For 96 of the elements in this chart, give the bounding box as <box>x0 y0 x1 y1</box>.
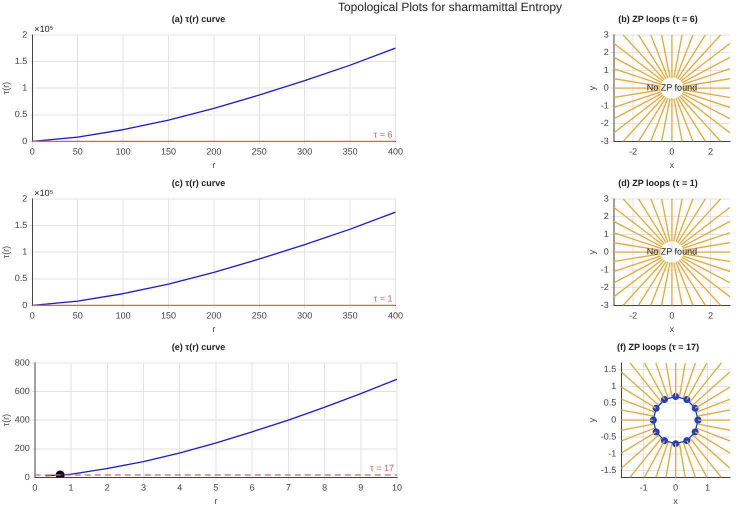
x-axis-title: r <box>214 496 218 506</box>
text: Topological Plots for sharmamittal Entropy <box>336 0 564 14</box>
y-tick-label: -1.5 <box>600 465 616 476</box>
x-tick-label: 9 <box>358 482 364 492</box>
chart-title: (d) ZP loops (τ = 1) <box>618 178 698 188</box>
x-tick-label: 0 <box>669 310 674 320</box>
y-tick-label: 1 <box>604 64 609 75</box>
y-tick-label: 1 <box>22 82 28 93</box>
y-axis-title: y <box>586 249 597 254</box>
y-axis-title: τ(r) <box>0 82 11 94</box>
chart-title: (c) τ(r) curve <box>172 178 226 188</box>
y-axis-title: y <box>586 85 597 90</box>
y-tick-label: 0 <box>22 136 28 146</box>
x-tick-label: 150 <box>160 146 176 156</box>
chart-title: (e) τ(r) curve <box>172 342 226 352</box>
y-tick-label: 0.5 <box>14 109 28 120</box>
x-axis-title: x <box>673 496 678 506</box>
y-tick-label: 2 <box>22 193 28 204</box>
y-tick-label: 1 <box>22 246 28 257</box>
y-tick-label: 1.5 <box>14 56 28 66</box>
x-tick-label: 350 <box>342 310 358 320</box>
annotation: τ = 1 <box>374 293 392 304</box>
y-tick-label: 0 <box>611 414 616 425</box>
x-tick-label: 50 <box>72 146 83 156</box>
chart-title: (a) τ(r) curve <box>172 14 226 24</box>
y-tick-label: 0.5 <box>14 273 28 284</box>
x-tick-label: 0 <box>32 482 38 492</box>
y-tick-label: 200 <box>14 443 30 454</box>
y-tick-label: 400 <box>14 414 30 425</box>
y-tick-label: -0.5 <box>600 431 616 442</box>
y-tick-label: -3 <box>600 300 609 310</box>
x-axis-title: x <box>670 160 675 170</box>
x-tick-label: 100 <box>116 310 131 320</box>
y-tick-label: 1.5 <box>604 364 616 374</box>
x-tick-label: 250 <box>252 310 267 320</box>
x-tick-label: 7 <box>286 482 291 492</box>
y-tick-label: 800 <box>14 357 30 368</box>
x-tick-label: 4 <box>177 482 182 492</box>
y-tick-label: 600 <box>14 386 30 396</box>
y-tick-label: -1 <box>600 100 609 110</box>
x-tick-label: 1 <box>68 482 74 492</box>
x-tick-label: 250 <box>252 146 267 156</box>
text: ×10⁵ <box>34 24 54 34</box>
x-tick-label: 2 <box>708 146 714 156</box>
x-tick-label: -2 <box>629 310 638 320</box>
y-tick-label: 0.5 <box>604 398 616 408</box>
x-tick-label: 200 <box>206 146 222 156</box>
x-axis-title: r <box>212 324 216 334</box>
x-tick-label: -1 <box>640 482 648 492</box>
y-tick-label: 0 <box>24 472 30 482</box>
x-tick-label: -2 <box>629 146 638 156</box>
y-tick-label: 1 <box>611 380 616 391</box>
x-tick-label: 0 <box>673 482 678 492</box>
x-tick-label: 2 <box>708 310 714 320</box>
x-tick-label: 100 <box>116 146 131 156</box>
y-tick-label: 2 <box>604 211 609 222</box>
x-tick-label: 350 <box>342 146 358 156</box>
y-tick-label: 1.5 <box>14 220 28 230</box>
x-tick-label: 400 <box>388 146 404 156</box>
ref-line-label: τ = 17 <box>370 462 394 473</box>
x-axis-title: r <box>212 160 216 170</box>
y-tick-label: -3 <box>600 136 609 146</box>
x-tick-label: 400 <box>388 310 404 320</box>
text: ×10⁵ <box>34 188 54 198</box>
y-tick-label: -1 <box>600 264 609 274</box>
x-tick-label: 150 <box>160 310 176 320</box>
x-tick-label: 6 <box>250 482 255 492</box>
x-tick-label: 200 <box>206 310 222 320</box>
x-tick-label: 300 <box>297 146 312 156</box>
y-tick-label: 2 <box>604 47 609 58</box>
annotation: τ = 6 <box>374 129 392 140</box>
x-tick-label: 300 <box>297 310 312 320</box>
y-tick-label: 0 <box>22 300 28 310</box>
y-tick-label: 2 <box>22 29 28 40</box>
x-tick-label: 2 <box>104 482 110 492</box>
x-tick-label: 5 <box>213 482 218 492</box>
x-tick-label: 50 <box>72 310 83 320</box>
x-axis-title: x <box>670 324 675 334</box>
y-tick-label: 3 <box>604 29 609 40</box>
chart-title: (f) ZP loops (τ = 17) <box>616 342 700 352</box>
x-tick-label: 3 <box>140 482 146 492</box>
y-tick-label: -2 <box>600 118 609 128</box>
y-tick-label: 0 <box>604 82 609 93</box>
y-tick-label: 3 <box>604 193 609 204</box>
y-tick-label: -2 <box>600 282 609 292</box>
y-axis-title: τ(r) <box>0 414 11 426</box>
y-tick-label: -1 <box>608 448 616 458</box>
y-tick-label: 0 <box>604 246 609 257</box>
y-axis-title: y <box>586 417 597 422</box>
y-axis-title: τ(r) <box>0 246 11 258</box>
x-tick-label: 0 <box>669 146 674 156</box>
chart-title: (b) ZP loops (τ = 6) <box>618 14 698 24</box>
y-tick-label: 1 <box>604 228 609 239</box>
x-tick-label: 1 <box>705 482 710 492</box>
x-tick-label: 8 <box>322 482 328 492</box>
x-tick-label: 10 <box>392 482 402 492</box>
